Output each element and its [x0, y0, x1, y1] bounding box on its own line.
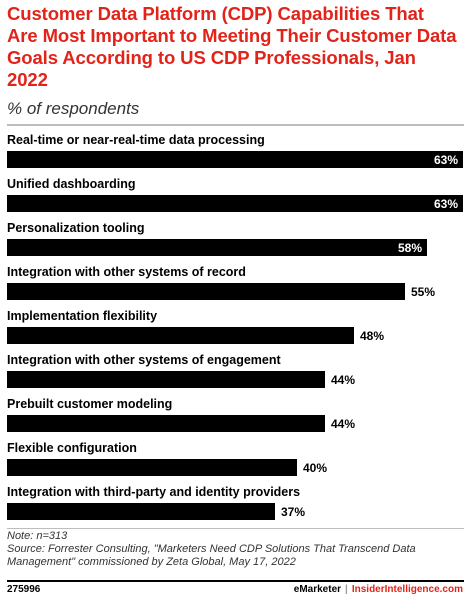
chart-id: 275996 [7, 584, 41, 595]
category-label: Real-time or near-real-time data process… [7, 133, 265, 147]
bar [7, 239, 427, 256]
value-label: 48% [360, 329, 384, 343]
bar-chart: Real-time or near-real-time data process… [7, 133, 463, 520]
notes-divider [7, 528, 464, 529]
bar [7, 327, 354, 344]
chart-subtitle: % of respondents [7, 99, 140, 118]
value-label: 63% [434, 197, 458, 211]
brand-emarketer: eMarketer [293, 584, 342, 595]
value-label: 40% [303, 461, 327, 475]
category-label: Personalization tooling [7, 221, 145, 235]
category-label: Integration with third-party and identit… [7, 485, 300, 499]
bar [7, 283, 405, 300]
category-label: Unified dashboarding [7, 177, 135, 191]
footer-brand: eMarketer | InsiderIntelligence.com [294, 584, 463, 595]
value-label: 63% [434, 153, 458, 167]
value-label: 37% [281, 505, 305, 519]
chart-notes: Note: n=313 Source: Forrester Consulting… [7, 530, 462, 569]
category-label: Flexible configuration [7, 441, 137, 455]
source-note: Source: Forrester Consulting, "Marketers… [7, 543, 416, 568]
category-label: Integration with other systems of record [7, 265, 246, 279]
bar [7, 195, 463, 212]
bar [7, 151, 463, 168]
bar [7, 371, 325, 388]
category-label: Integration with other systems of engage… [7, 353, 281, 367]
brand-insiderintelligence-link[interactable]: InsiderIntelligence.com [351, 584, 463, 595]
bar [7, 503, 275, 520]
sample-note: Note: n=313 [7, 530, 68, 542]
value-label: 44% [331, 417, 355, 431]
bar [7, 415, 325, 432]
brand-separator: | [345, 584, 348, 595]
footer-divider [7, 580, 464, 582]
category-label: Implementation flexibility [7, 309, 157, 323]
bar [7, 459, 297, 476]
value-label: 58% [398, 241, 422, 255]
header-divider [7, 124, 464, 126]
value-label: 44% [331, 373, 355, 387]
category-label: Prebuilt customer modeling [7, 397, 172, 411]
chart-title: Customer Data Platform (CDP) Capabilitie… [7, 3, 457, 90]
value-label: 55% [411, 285, 435, 299]
